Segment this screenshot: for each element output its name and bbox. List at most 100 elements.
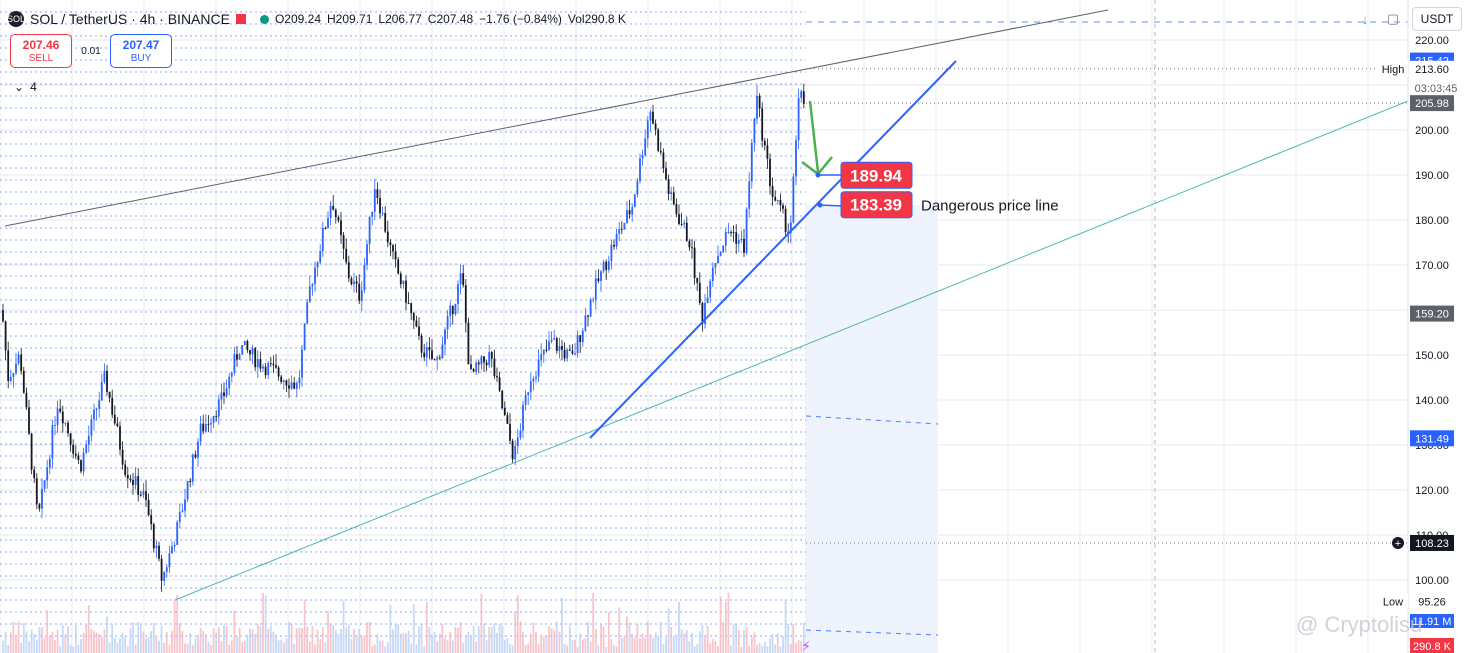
candle-body	[553, 338, 556, 340]
market-status-icon	[235, 14, 246, 24]
candle-body	[337, 217, 340, 221]
volume-bar	[111, 623, 114, 653]
volume-bar	[329, 624, 332, 653]
candle-body	[462, 273, 465, 286]
candle-body	[381, 213, 384, 215]
volume-bar	[620, 637, 623, 653]
candle-body	[316, 262, 319, 268]
volume-bar	[392, 629, 394, 653]
candle-body	[769, 158, 771, 186]
ohlc-change: −1.76 (−0.84%)	[479, 12, 562, 26]
candle-body	[67, 422, 69, 434]
volume-bar	[165, 632, 168, 653]
volume-bar	[704, 635, 706, 653]
candle-body	[574, 353, 576, 355]
volume-bar	[59, 646, 62, 653]
candle-body	[303, 323, 306, 350]
volume-bar	[290, 623, 293, 653]
volume-bar	[670, 626, 673, 653]
countdown-bg	[1410, 81, 1464, 96]
volume-bar	[641, 633, 644, 653]
candle-body	[402, 280, 405, 285]
candle-body	[493, 358, 496, 377]
volume-bar	[636, 623, 639, 653]
candle-body	[314, 267, 316, 285]
volume-bar	[360, 636, 363, 653]
candle-body	[698, 282, 701, 303]
volume-bar	[769, 638, 771, 653]
volume-bar	[756, 644, 758, 653]
candle-body	[295, 382, 298, 389]
volume-bar	[405, 633, 407, 653]
currency-select[interactable]: USDT	[1412, 7, 1462, 31]
volume-bar	[740, 646, 743, 653]
candle-body	[194, 454, 197, 458]
volume-bar	[254, 633, 257, 653]
volume-bar	[139, 623, 142, 653]
symbol-title[interactable]: SOL / TetherUS · 4h · BINANCE	[30, 11, 230, 27]
candle-body	[641, 155, 644, 159]
candle-body	[548, 341, 550, 350]
candle-body	[743, 238, 745, 253]
volume-bar	[737, 630, 740, 653]
event-flash-icon[interactable]: ⚡	[801, 639, 811, 653]
volume-bar	[763, 641, 766, 653]
candle-body	[730, 232, 732, 234]
candle-body	[498, 377, 501, 391]
chart-grid	[0, 0, 1408, 653]
volume-bar	[600, 624, 602, 653]
candle-body	[223, 392, 225, 397]
candle-body	[259, 359, 262, 369]
price-target-label[interactable]	[840, 161, 913, 189]
candle-body	[64, 422, 67, 424]
volume-bar	[282, 642, 285, 653]
sell-button[interactable]: 207.46 SELL	[10, 34, 72, 68]
candle-body	[254, 348, 257, 368]
volume-bar	[623, 635, 626, 653]
volume-bar	[345, 627, 348, 653]
crosshair-plus-icon[interactable]	[1392, 536, 1404, 549]
candle-body	[360, 290, 363, 301]
indicators-toggle[interactable]: ⌄ 4	[14, 80, 37, 94]
volume-bar	[475, 641, 478, 653]
candle-body	[90, 419, 93, 436]
volume-bar	[124, 636, 127, 653]
candle-body	[457, 284, 459, 304]
volume-bar	[488, 626, 491, 653]
volume-bar	[610, 639, 613, 653]
live-status-dot	[259, 14, 269, 24]
volume-bar	[386, 642, 389, 653]
candle-body	[748, 181, 751, 209]
buy-button[interactable]: 207.47 BUY	[110, 34, 172, 68]
candle-body	[654, 123, 657, 130]
download-icon[interactable]: ↓	[1361, 11, 1369, 27]
candle-body	[784, 208, 787, 233]
volume-bar	[493, 623, 496, 653]
candle-body	[119, 426, 121, 450]
price-label-bg	[1410, 430, 1454, 447]
candle-body	[735, 232, 738, 244]
volume-bar	[397, 624, 400, 653]
candle-body	[288, 385, 290, 389]
volume-bar	[680, 628, 683, 653]
volume-bar	[745, 626, 748, 653]
candle-body	[506, 415, 509, 424]
candle-body	[636, 181, 639, 195]
price-target-label[interactable]	[840, 191, 913, 219]
volume-bar	[95, 632, 98, 653]
volume-bar	[249, 628, 251, 653]
fullscreen-icon[interactable]: ▢	[1386, 11, 1400, 26]
candle-body	[186, 481, 189, 500]
volume-bar	[548, 626, 550, 653]
candle-body	[527, 392, 530, 396]
volume-bar	[25, 631, 28, 653]
candle-body	[516, 437, 519, 447]
candle-body	[667, 179, 670, 195]
candle-body	[594, 278, 597, 300]
volume-bar	[316, 629, 319, 653]
candle-body	[480, 356, 483, 365]
candle-body	[168, 553, 171, 568]
volume-bar	[509, 644, 511, 653]
volume-bar	[275, 634, 277, 653]
